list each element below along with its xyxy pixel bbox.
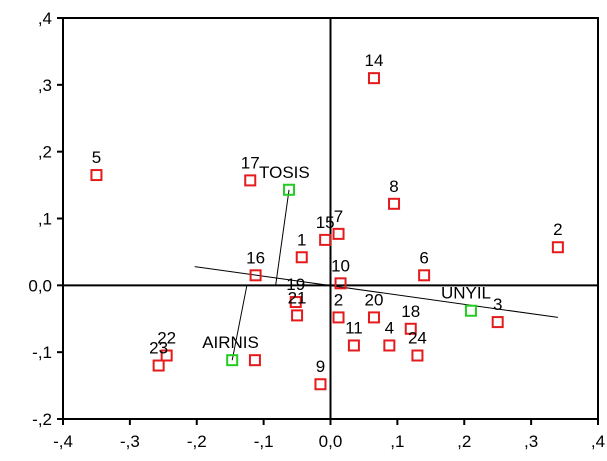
- data-point: [418, 269, 431, 282]
- data-point: [464, 304, 477, 317]
- data-point: [283, 183, 296, 196]
- data-point: [226, 354, 239, 367]
- point-label: AIRNIS: [202, 333, 259, 352]
- x-tick-label: ,3: [524, 432, 538, 451]
- data-point: [249, 269, 262, 282]
- y-tick-label: ,3: [38, 76, 52, 95]
- y-tick-label: ,2: [38, 143, 52, 162]
- x-tick-label: ,4: [591, 432, 605, 451]
- x-tick-label: -,4: [53, 432, 73, 451]
- data-point: [319, 233, 332, 246]
- y-tick-label: -,1: [32, 343, 52, 362]
- y-tick-label: ,4: [38, 9, 52, 28]
- point-label: 1: [297, 230, 306, 249]
- point-label: 21: [288, 288, 307, 307]
- data-point: [367, 72, 380, 85]
- point-label: 24: [408, 329, 427, 348]
- data-point: [347, 339, 360, 352]
- x-tick-label: ,1: [390, 432, 404, 451]
- x-tick-label: ,2: [457, 432, 471, 451]
- point-label: 2: [334, 290, 343, 309]
- point-label: 18: [401, 302, 420, 321]
- point-label: 19: [286, 275, 305, 294]
- point-label: 22: [157, 329, 176, 348]
- data-point: [289, 296, 302, 309]
- data-point: [491, 316, 504, 329]
- data-point: [248, 354, 261, 367]
- point-label: 16: [246, 248, 265, 267]
- x-tick-label: -,1: [254, 432, 274, 451]
- point-label: 14: [365, 51, 384, 70]
- data-point: [244, 174, 257, 187]
- data-point: [334, 277, 347, 290]
- point-label: 20: [365, 290, 384, 309]
- point-label: 3: [493, 295, 502, 314]
- vector-line: [275, 189, 290, 286]
- point-label: 23: [149, 339, 168, 358]
- point-label: 2: [553, 220, 562, 239]
- data-point: [388, 197, 401, 210]
- point-label: 17: [241, 153, 260, 172]
- point-label: 10: [331, 256, 350, 275]
- data-point: [314, 378, 327, 391]
- y-tick-label: 0,0: [28, 276, 52, 295]
- vector-line: [231, 285, 248, 361]
- data-point: [411, 349, 424, 362]
- point-label: 7: [334, 207, 343, 226]
- x-tick-label: 0,0: [319, 432, 343, 451]
- data-point: [152, 359, 165, 372]
- data-point: [551, 241, 564, 254]
- point-label: TOSIS: [259, 163, 310, 182]
- point-label: 6: [419, 248, 428, 267]
- data-point: [291, 309, 304, 322]
- point-label: 5: [92, 148, 101, 167]
- point-label: 4: [385, 318, 394, 337]
- vector-line: [194, 266, 558, 318]
- data-point: [383, 339, 396, 352]
- point-label: UNYIL: [441, 284, 491, 303]
- data-point: [90, 169, 103, 182]
- data-point: [332, 311, 345, 324]
- data-points: [90, 72, 564, 391]
- data-point: [332, 227, 345, 240]
- x-tick-label: -,3: [120, 432, 140, 451]
- data-point: [367, 311, 380, 324]
- axis-ticks: -,4 -,3 -,2 -,1 0,0 ,1 ,2 ,3 ,4 ,4 ,3 ,2 ,1 0,0 -,1 -,2: [28, 9, 605, 451]
- point-label: 9: [316, 357, 325, 376]
- data-point: [404, 322, 417, 335]
- point-label: 11: [345, 318, 363, 337]
- data-point: [295, 251, 308, 264]
- point-label: 15: [316, 213, 335, 232]
- point-label: 8: [389, 177, 398, 196]
- vector-lines: [194, 189, 558, 361]
- x-tick-label: -,2: [187, 432, 207, 451]
- y-tick-label: ,1: [38, 210, 52, 229]
- data-point: [160, 349, 173, 362]
- y-tick-label: -,2: [32, 410, 52, 429]
